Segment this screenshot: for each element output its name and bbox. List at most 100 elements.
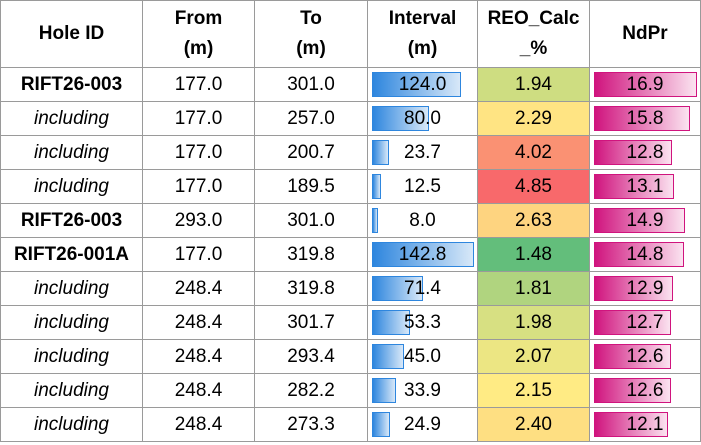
table-cell: 8.0 bbox=[368, 204, 478, 238]
data-bar bbox=[372, 276, 423, 301]
color-scale-fill bbox=[478, 340, 589, 373]
table-cell: 177.0 bbox=[143, 136, 255, 170]
header-cell: Hole ID bbox=[0, 0, 143, 68]
table-cell: 1.94 bbox=[478, 68, 590, 102]
value: 319.8 bbox=[287, 277, 335, 299]
table-cell: 23.7 bbox=[368, 136, 478, 170]
table-cell: 12.1 bbox=[590, 408, 701, 442]
table-cell: including bbox=[0, 408, 143, 442]
table-cell: 71.4 bbox=[368, 272, 478, 306]
value: 282.2 bbox=[287, 379, 335, 401]
data-bar bbox=[594, 276, 673, 301]
value: 301.0 bbox=[287, 209, 335, 231]
table-cell: 14.8 bbox=[590, 238, 701, 272]
value: 23.7 bbox=[404, 141, 441, 163]
table-cell: 12.7 bbox=[590, 306, 701, 340]
table-cell: 2.15 bbox=[478, 374, 590, 408]
value: 1.48 bbox=[515, 243, 552, 265]
color-scale-fill bbox=[478, 68, 589, 101]
data-bar bbox=[372, 72, 461, 97]
table-cell: 12.6 bbox=[590, 374, 701, 408]
color-scale-fill bbox=[478, 272, 589, 305]
hole-id: RIFT26-003 bbox=[20, 209, 123, 231]
table-cell: 14.9 bbox=[590, 204, 701, 238]
hole-id: RIFT26-001A bbox=[13, 243, 130, 265]
value: 124.0 bbox=[398, 73, 447, 95]
table-cell: 24.9 bbox=[368, 408, 478, 442]
value: 12.9 bbox=[626, 277, 664, 299]
table-cell: 177.0 bbox=[143, 68, 255, 102]
value: 12.6 bbox=[626, 345, 664, 367]
data-bar bbox=[372, 208, 378, 233]
value: 248.4 bbox=[174, 311, 223, 333]
value: 12.6 bbox=[626, 379, 664, 401]
value: 13.1 bbox=[626, 175, 664, 197]
table-cell: 53.3 bbox=[368, 306, 478, 340]
hole-id: including bbox=[34, 107, 109, 129]
table-cell: including bbox=[0, 272, 143, 306]
data-bar bbox=[594, 378, 671, 403]
table-cell: 80.0 bbox=[368, 102, 478, 136]
data-bar bbox=[594, 344, 671, 369]
table-cell: 45.0 bbox=[368, 340, 478, 374]
table-cell: 282.2 bbox=[255, 374, 368, 408]
value: 8.0 bbox=[409, 209, 436, 231]
table-cell: 200.7 bbox=[255, 136, 368, 170]
table-cell: 177.0 bbox=[143, 238, 255, 272]
value: 293.0 bbox=[174, 209, 223, 231]
table-cell: 4.85 bbox=[478, 170, 590, 204]
value: 200.7 bbox=[287, 141, 335, 163]
hole-id: including bbox=[34, 413, 109, 435]
table-cell: 33.9 bbox=[368, 374, 478, 408]
table-cell: 248.4 bbox=[143, 306, 255, 340]
table-cell: RIFT26-001A bbox=[0, 238, 143, 272]
table-cell: 248.4 bbox=[143, 272, 255, 306]
data-bar bbox=[372, 242, 474, 267]
value: 2.40 bbox=[515, 413, 552, 435]
data-bar bbox=[594, 106, 691, 131]
header-text: (m) bbox=[407, 38, 438, 59]
table-cell: 273.3 bbox=[255, 408, 368, 442]
table-cell: 319.8 bbox=[255, 238, 368, 272]
value: 257.0 bbox=[287, 107, 335, 129]
table-cell: 257.0 bbox=[255, 102, 368, 136]
table-cell: 2.40 bbox=[478, 408, 590, 442]
value: 24.9 bbox=[404, 413, 441, 435]
value: 14.9 bbox=[626, 209, 664, 231]
data-bar bbox=[372, 310, 411, 335]
table-cell: 2.07 bbox=[478, 340, 590, 374]
header-cell: REO_Calc _% bbox=[478, 0, 590, 68]
data-bar bbox=[594, 242, 685, 267]
color-scale-fill bbox=[478, 170, 589, 203]
value: 12.5 bbox=[404, 175, 441, 197]
value: 301.0 bbox=[287, 73, 335, 95]
color-scale-fill bbox=[478, 374, 589, 407]
table-cell: 301.0 bbox=[255, 68, 368, 102]
value: 4.85 bbox=[515, 175, 552, 197]
hole-id: RIFT26-003 bbox=[20, 73, 123, 95]
value: 33.9 bbox=[404, 379, 441, 401]
value: 80.0 bbox=[404, 107, 441, 129]
value: 1.94 bbox=[515, 73, 552, 95]
data-bar bbox=[372, 378, 397, 403]
table-cell: 2.63 bbox=[478, 204, 590, 238]
data-bar bbox=[594, 208, 685, 233]
value: 301.7 bbox=[287, 311, 335, 333]
table-cell: including bbox=[0, 170, 143, 204]
header-text: _% bbox=[519, 38, 548, 59]
header-text: NdPr bbox=[622, 23, 668, 44]
table-cell: 12.5 bbox=[368, 170, 478, 204]
value: 189.5 bbox=[287, 175, 335, 197]
value: 1.98 bbox=[515, 311, 552, 333]
value: 177.0 bbox=[174, 243, 223, 265]
hole-id: including bbox=[34, 141, 109, 163]
color-scale-fill bbox=[478, 306, 589, 339]
data-bar bbox=[594, 310, 672, 335]
value: 12.7 bbox=[626, 311, 664, 333]
data-bar bbox=[372, 412, 390, 437]
table-cell: 189.5 bbox=[255, 170, 368, 204]
table-cell: 293.0 bbox=[143, 204, 255, 238]
table-cell: 4.02 bbox=[478, 136, 590, 170]
table-cell: including bbox=[0, 340, 143, 374]
